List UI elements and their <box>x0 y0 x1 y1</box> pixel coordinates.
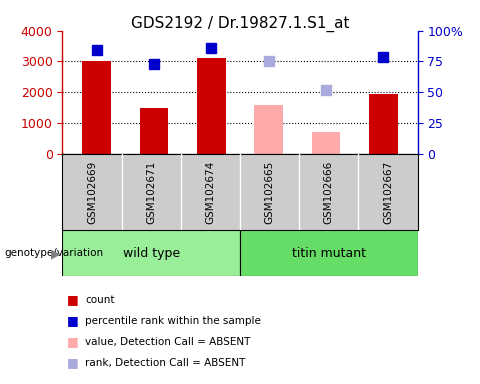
Bar <box>240 230 418 276</box>
Text: percentile rank within the sample: percentile rank within the sample <box>85 316 261 326</box>
Text: GSM102669: GSM102669 <box>87 161 97 223</box>
Bar <box>197 58 226 154</box>
Text: rank, Detection Call = ABSENT: rank, Detection Call = ABSENT <box>85 358 246 368</box>
Text: ■: ■ <box>67 314 79 327</box>
Text: ▶: ▶ <box>51 247 61 260</box>
Text: GSM102671: GSM102671 <box>146 161 156 223</box>
Text: GSM102674: GSM102674 <box>205 161 216 223</box>
Bar <box>62 230 240 276</box>
Text: titin mutant: titin mutant <box>292 247 366 260</box>
Bar <box>140 108 168 154</box>
Text: value, Detection Call = ABSENT: value, Detection Call = ABSENT <box>85 337 251 347</box>
Text: GSM102667: GSM102667 <box>383 161 393 223</box>
Bar <box>312 132 340 154</box>
Text: GDS2192 / Dr.19827.1.S1_at: GDS2192 / Dr.19827.1.S1_at <box>131 15 349 31</box>
Text: wild type: wild type <box>122 247 180 260</box>
Text: genotype/variation: genotype/variation <box>5 248 104 258</box>
Text: ■: ■ <box>67 335 79 348</box>
Text: ■: ■ <box>67 356 79 369</box>
Bar <box>369 94 397 154</box>
Bar <box>83 61 111 154</box>
Text: GSM102666: GSM102666 <box>324 161 334 223</box>
Text: ■: ■ <box>67 293 79 306</box>
Text: count: count <box>85 295 115 305</box>
Text: GSM102665: GSM102665 <box>264 161 275 223</box>
Bar <box>254 105 283 154</box>
